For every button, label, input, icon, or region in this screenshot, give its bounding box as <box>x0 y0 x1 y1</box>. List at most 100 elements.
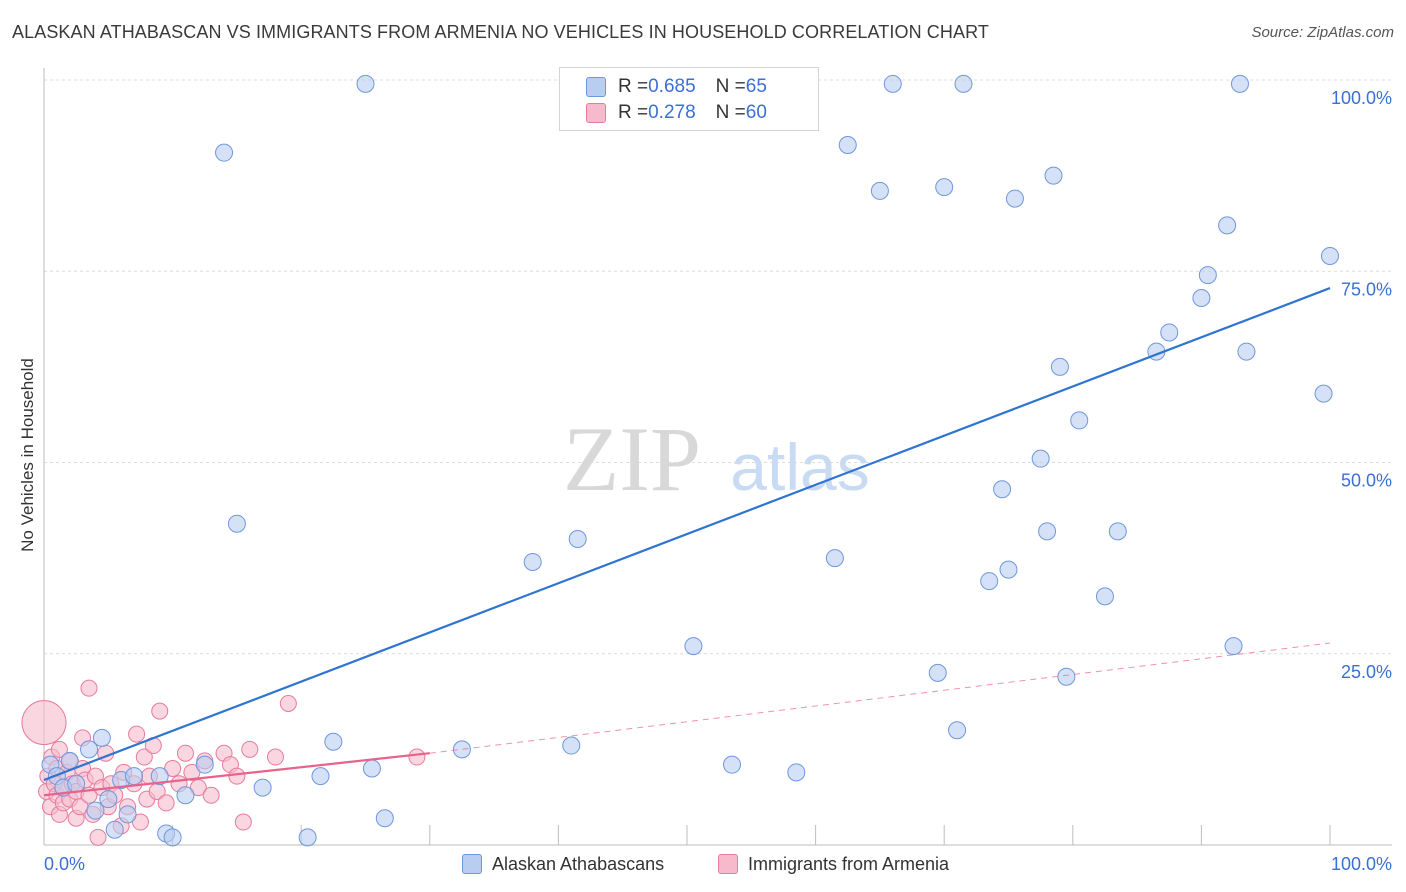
data-point-athabascan <box>1031 449 1050 468</box>
data-point-armenia <box>157 794 175 812</box>
legend-swatch-blue <box>586 77 606 97</box>
data-point-athabascan <box>825 549 844 568</box>
data-point-athabascan <box>1198 266 1217 285</box>
data-point-athabascan <box>356 74 375 93</box>
data-point-athabascan <box>523 552 542 571</box>
legend-row-athabascan: R = 0.685 N = 65 <box>586 74 767 100</box>
trend-line-armenia-extrapolated <box>429 642 1331 754</box>
legend-n-value: 65 <box>745 76 767 97</box>
legend-n-label: N = <box>715 102 746 123</box>
data-point-armenia <box>80 679 98 697</box>
data-point-athabascan <box>163 828 182 847</box>
data-point-athabascan <box>562 736 581 755</box>
data-point-armenia <box>241 740 259 758</box>
legend-n-label: N = <box>715 76 746 97</box>
correlation-legend: R = 0.685 N = 65 R = 0.278 N = 60 <box>559 67 819 131</box>
data-point-athabascan <box>324 732 343 751</box>
data-point-athabascan <box>838 136 857 155</box>
data-point-athabascan <box>452 740 471 759</box>
legend-row-armenia: R = 0.278 N = 60 <box>586 100 767 126</box>
watermark: ZIP atlas <box>563 408 870 510</box>
data-point-athabascan <box>92 728 111 747</box>
data-point-athabascan <box>86 801 105 820</box>
data-point-athabascan <box>125 767 144 786</box>
data-point-athabascan <box>1192 289 1211 308</box>
data-point-athabascan <box>935 178 954 197</box>
bottom-legend-label: Alaskan Athabascans <box>492 853 665 874</box>
trend-lines <box>43 287 1331 797</box>
data-point-athabascan <box>787 763 806 782</box>
data-point-armenia <box>228 767 246 785</box>
data-point-armenia <box>176 744 194 762</box>
data-point-athabascan <box>253 778 272 797</box>
data-point-armenia <box>128 725 146 743</box>
data-point-armenia <box>279 694 297 712</box>
data-point-athabascan <box>999 560 1018 579</box>
data-point-athabascan <box>723 755 742 774</box>
data-point-athabascan <box>362 759 381 778</box>
data-point-athabascan <box>67 774 86 793</box>
series-armenia-points <box>21 679 426 846</box>
data-point-athabascan <box>80 740 99 759</box>
data-point-athabascan <box>176 786 195 805</box>
data-point-athabascan <box>375 809 394 828</box>
data-point-athabascan <box>1321 246 1339 265</box>
data-point-athabascan <box>99 790 118 809</box>
data-point-armenia <box>202 786 220 804</box>
watermark-zip: ZIP <box>563 408 701 510</box>
data-point-armenia <box>164 760 182 777</box>
data-point-athabascan <box>1038 522 1057 541</box>
bottom-legend-swatch-blue <box>462 854 482 874</box>
data-point-athabascan <box>311 767 330 786</box>
legend-swatch-pink <box>586 103 606 123</box>
trend-line-athabascan <box>43 287 1331 782</box>
tick-labels: 25.0% 50.0% 75.0% 100.0% 0.0% 100.0% <box>44 88 1392 874</box>
data-point-athabascan <box>954 74 973 93</box>
data-point-armenia <box>234 813 252 831</box>
trend-line-armenia <box>43 752 430 797</box>
bottom-legend-label: Immigrants from Armenia <box>748 853 950 874</box>
data-point-athabascan <box>993 480 1012 499</box>
legend-r-value: 0.278 <box>648 102 696 123</box>
data-point-athabascan <box>1218 216 1237 235</box>
data-point-athabascan <box>150 767 169 786</box>
y-tick-label: 50.0% <box>1341 471 1392 491</box>
series-athabascan-points <box>41 74 1339 847</box>
data-point-armenia <box>135 748 153 766</box>
data-point-athabascan <box>1044 166 1063 185</box>
legend-r-label: R = <box>618 102 649 123</box>
axes <box>43 68 1392 846</box>
data-point-athabascan <box>684 637 703 656</box>
legend-r-label: R = <box>618 76 649 97</box>
data-point-athabascan <box>1005 189 1024 208</box>
data-point-athabascan <box>1050 357 1069 376</box>
gridlines <box>44 79 1392 655</box>
x-tick-label-max: 100.0% <box>1331 854 1392 874</box>
data-point-athabascan <box>870 181 889 200</box>
data-point-athabascan <box>883 74 902 93</box>
data-point-athabascan <box>568 530 587 548</box>
watermark-atlas: atlas <box>730 430 869 504</box>
data-point-athabascan <box>215 143 234 162</box>
bottom-legend-athabascan: Alaskan Athabascans <box>462 851 664 877</box>
data-point-athabascan <box>1160 323 1179 342</box>
chart-title: ALASKAN ATHABASCAN VS IMMIGRANTS FROM AR… <box>12 22 989 42</box>
data-point-athabascan <box>298 828 317 847</box>
y-tick-label: 100.0% <box>1331 88 1392 108</box>
legend-n-value: 60 <box>745 102 767 123</box>
legend-r-value: 0.685 <box>648 76 696 97</box>
data-point-athabascan <box>1224 637 1243 656</box>
data-point-athabascan <box>1057 667 1076 686</box>
data-point-athabascan <box>948 721 967 740</box>
data-point-armenia <box>89 828 107 846</box>
bottom-legend-armenia: Immigrants from Armenia <box>718 851 949 877</box>
data-point-armenia <box>151 702 169 720</box>
y-tick-label: 25.0% <box>1341 662 1392 682</box>
bottom-legend-swatch-pink <box>718 854 738 874</box>
data-point-athabascan <box>227 514 246 533</box>
data-point-athabascan <box>118 805 137 824</box>
data-point-armenia <box>408 748 426 766</box>
data-point-armenia <box>266 748 284 766</box>
data-point-athabascan <box>1095 587 1114 606</box>
